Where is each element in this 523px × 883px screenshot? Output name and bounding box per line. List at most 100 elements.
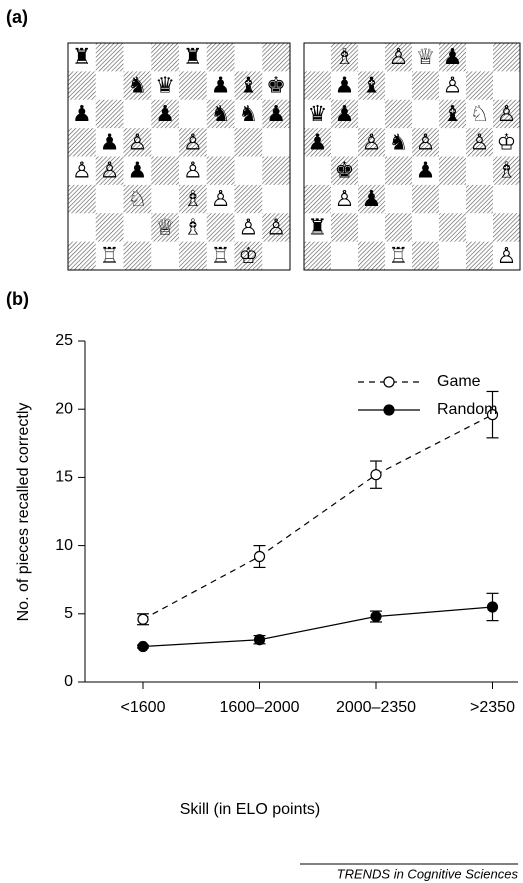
- dark-square: [439, 99, 466, 129]
- chess-piece: ♝: [239, 74, 259, 99]
- chess-piece: ♙: [416, 130, 436, 155]
- dark-square: [358, 128, 385, 157]
- dark-square: [331, 99, 358, 129]
- chess-piece: ♘: [470, 102, 490, 127]
- dark-square: [466, 241, 493, 270]
- chess-piece: ♙: [239, 215, 259, 240]
- dark-square: [206, 213, 235, 242]
- point: [137, 640, 149, 653]
- point: [486, 601, 499, 613]
- chess-piece: ♔: [497, 130, 517, 155]
- chess-piece: ♞: [239, 102, 259, 127]
- dark-square: [123, 71, 152, 100]
- chess-piece: ♟: [416, 159, 436, 184]
- chess-piece: ♙: [128, 130, 148, 155]
- dark-square: [234, 184, 263, 214]
- dark-square: [234, 128, 263, 157]
- dark-square: [304, 241, 331, 270]
- dark-square: [68, 241, 96, 270]
- board-border: [67, 42, 291, 271]
- y-axis-title: No. of pieces recalled correctly: [15, 403, 32, 622]
- board-border: [303, 42, 521, 271]
- dark-square: [151, 99, 179, 129]
- dark-square: [331, 43, 358, 72]
- dark-square: [439, 43, 466, 72]
- chess-piece: ♔: [239, 244, 259, 269]
- chess-piece: ♟: [72, 102, 92, 127]
- dark-square: [412, 71, 439, 100]
- dark-square: [123, 128, 152, 157]
- chess-piece: ♞: [211, 102, 231, 127]
- x-tick-label: 1600–2000: [219, 699, 299, 716]
- chess-piece: ♙: [72, 159, 92, 184]
- chess-piece: ♟: [266, 102, 286, 127]
- chess-piece: ♕: [416, 45, 436, 70]
- dark-square: [95, 43, 124, 72]
- footer: TRENDS in Cognitive Sciences: [337, 866, 519, 881]
- x-tick-label: 2000–2350: [336, 699, 416, 716]
- chess-piece: ♛: [308, 102, 328, 127]
- dark-square: [95, 99, 124, 129]
- x-tick-label: <1600: [121, 699, 166, 716]
- chess-piece: ♕: [155, 215, 175, 240]
- dark-square: [262, 99, 290, 129]
- chess-piece: ♗: [183, 215, 203, 240]
- dark-square: [412, 184, 439, 214]
- dark-square: [304, 184, 331, 214]
- chess-piece: ♝: [443, 102, 463, 127]
- dark-square: [179, 241, 207, 270]
- chess-piece: ♟: [308, 130, 328, 155]
- chess-piece: ♟: [443, 45, 463, 70]
- dark-square: [95, 213, 124, 242]
- chess-piece: ♟: [128, 159, 148, 184]
- chess-piece: ♟: [335, 74, 355, 99]
- dark-square: [151, 156, 179, 185]
- dark-square: [466, 184, 493, 214]
- dark-square: [234, 241, 263, 270]
- dark-square: [304, 71, 331, 100]
- chess-piece: ♙: [211, 187, 231, 212]
- chess-piece: ♚: [335, 159, 355, 184]
- chess-piece: ♗: [497, 159, 517, 184]
- dark-square: [493, 43, 520, 72]
- dark-square: [466, 71, 493, 100]
- dark-square: [123, 241, 152, 270]
- y-tick-label: 15: [55, 469, 73, 486]
- dark-square: [385, 156, 412, 185]
- dark-square: [151, 213, 179, 242]
- chess-piece: ♟: [155, 102, 175, 127]
- dark-square: [385, 43, 412, 72]
- point: [370, 469, 382, 481]
- dark-square: [358, 71, 385, 100]
- point: [253, 550, 266, 563]
- dark-square: [206, 43, 235, 72]
- chess-piece: ♙: [335, 187, 355, 212]
- chess-piece: ♙: [470, 130, 490, 155]
- dark-square: [412, 128, 439, 157]
- chess-piece: ♙: [443, 74, 463, 99]
- y-tick-label: 20: [55, 400, 73, 417]
- dark-square: [95, 156, 124, 185]
- legend-marker: [383, 404, 395, 416]
- y-tick-label: 25: [55, 332, 73, 349]
- chess-piece: ♗: [183, 187, 203, 212]
- chess-piece: ♟: [211, 74, 231, 99]
- chess-piece: ♟: [335, 102, 355, 127]
- dark-square: [493, 213, 520, 242]
- dark-square: [206, 99, 235, 129]
- dark-square: [331, 156, 358, 185]
- point: [370, 610, 382, 623]
- series-line: [142, 606, 493, 648]
- panel-label: (b): [6, 289, 29, 309]
- chess-piece: ♘: [128, 187, 148, 212]
- chess-piece: ♙: [497, 102, 517, 127]
- chess-piece: ♛: [155, 74, 175, 99]
- chess-piece: ♙: [100, 159, 120, 184]
- chess-piece: ♖: [100, 244, 120, 269]
- dark-square: [179, 128, 207, 157]
- chess-piece: ♙: [362, 130, 382, 155]
- dark-square: [439, 213, 466, 242]
- dark-square: [493, 156, 520, 185]
